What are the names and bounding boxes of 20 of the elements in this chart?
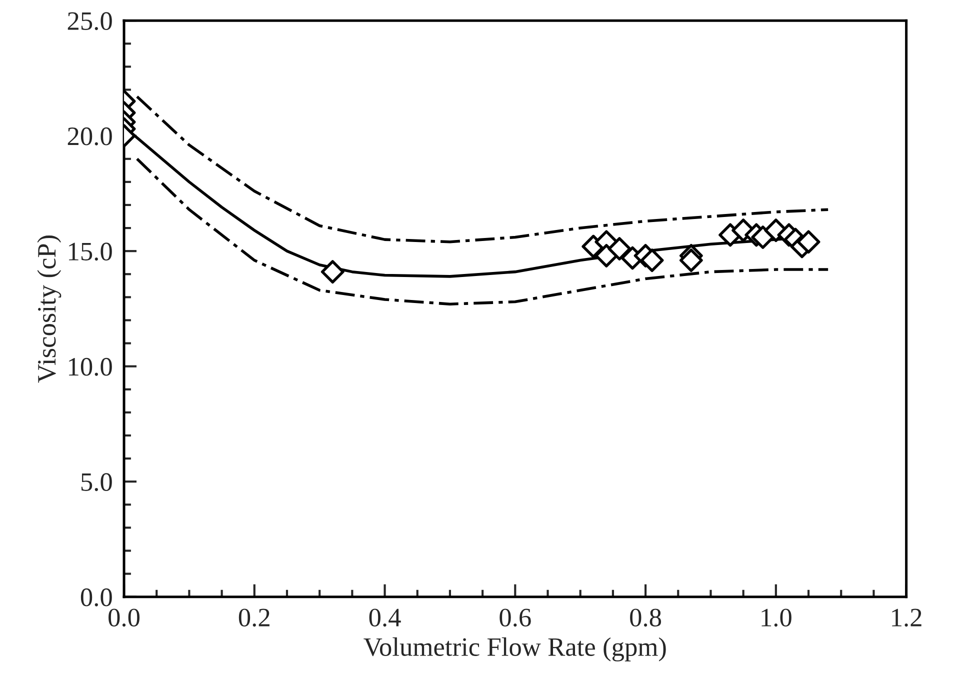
line-series — [136, 95, 830, 244]
y-tick-label: 5.0 — [81, 473, 112, 492]
x-tick-label: 1.2 — [892, 608, 922, 627]
x-tick-label: 0.2 — [238, 608, 270, 627]
x-tick-label: 0.8 — [630, 608, 662, 627]
y-axis-title: Viscosity (cP) — [37, 236, 62, 383]
x-tick-label: 0.0 — [108, 608, 140, 627]
y-tick-label: 20.0 — [68, 127, 112, 146]
y-tick-label: 15.0 — [69, 242, 112, 261]
x-tick-label: 1.0 — [762, 608, 792, 627]
point — [679, 248, 703, 272]
line-series — [136, 157, 830, 306]
x-axis-title: Volumetric Flow Rate (gpm) — [364, 637, 666, 662]
y-tick-label: 0.0 — [80, 588, 112, 606]
y-tick-label: 10.0 — [69, 358, 112, 376]
y-tick-label: 25.0 — [68, 12, 112, 30]
x-tick-label: 0.4 — [369, 608, 401, 627]
point — [640, 248, 664, 272]
point — [796, 230, 820, 254]
x-tick-label: 0.6 — [500, 608, 531, 627]
